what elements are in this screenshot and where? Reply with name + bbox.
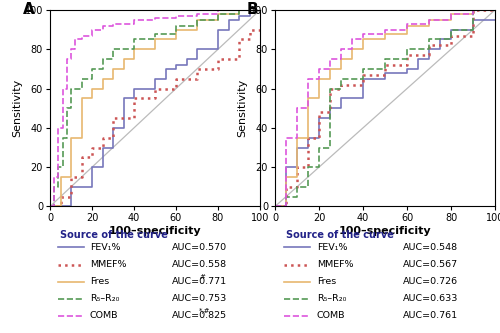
Text: MMEF%: MMEF% [90, 260, 126, 269]
Text: MMEF%: MMEF% [317, 260, 354, 269]
Y-axis label: Sensitivity: Sensitivity [237, 79, 247, 137]
Text: AUC=0.567: AUC=0.567 [402, 260, 458, 269]
Text: AUC=0.753: AUC=0.753 [172, 294, 227, 303]
Text: AUC=0.825: AUC=0.825 [172, 311, 227, 320]
Text: R₅–R₂₀: R₅–R₂₀ [90, 294, 120, 303]
Text: FEV₁%: FEV₁% [317, 243, 348, 252]
Text: COMB: COMB [317, 311, 346, 320]
Text: Fres: Fres [317, 277, 336, 286]
Text: FEV₁%: FEV₁% [90, 243, 120, 252]
Y-axis label: Sensitivity: Sensitivity [12, 79, 22, 137]
Text: AUC=0.558: AUC=0.558 [172, 260, 227, 269]
X-axis label: 100–specificity: 100–specificity [108, 226, 202, 236]
Text: Source of the curve: Source of the curve [60, 230, 168, 240]
Text: AUC=0.548: AUC=0.548 [402, 243, 458, 252]
Text: Source of the curve: Source of the curve [286, 230, 394, 240]
Text: R₅–R₂₀: R₅–R₂₀ [317, 294, 346, 303]
X-axis label: 100–specificity: 100–specificity [338, 226, 432, 236]
Text: *,#: *,# [199, 308, 210, 314]
Text: AUC=0.761: AUC=0.761 [402, 311, 458, 320]
Text: COMB: COMB [90, 311, 118, 320]
Text: AUC=0.633: AUC=0.633 [402, 294, 458, 303]
Text: Fres: Fres [90, 277, 109, 286]
Text: B: B [246, 2, 258, 17]
Text: #: # [199, 274, 205, 280]
Text: AUC=0.570: AUC=0.570 [172, 243, 227, 252]
Text: AUC=0.771: AUC=0.771 [172, 277, 227, 286]
Text: A: A [22, 2, 34, 17]
Text: AUC=0.726: AUC=0.726 [402, 277, 458, 286]
